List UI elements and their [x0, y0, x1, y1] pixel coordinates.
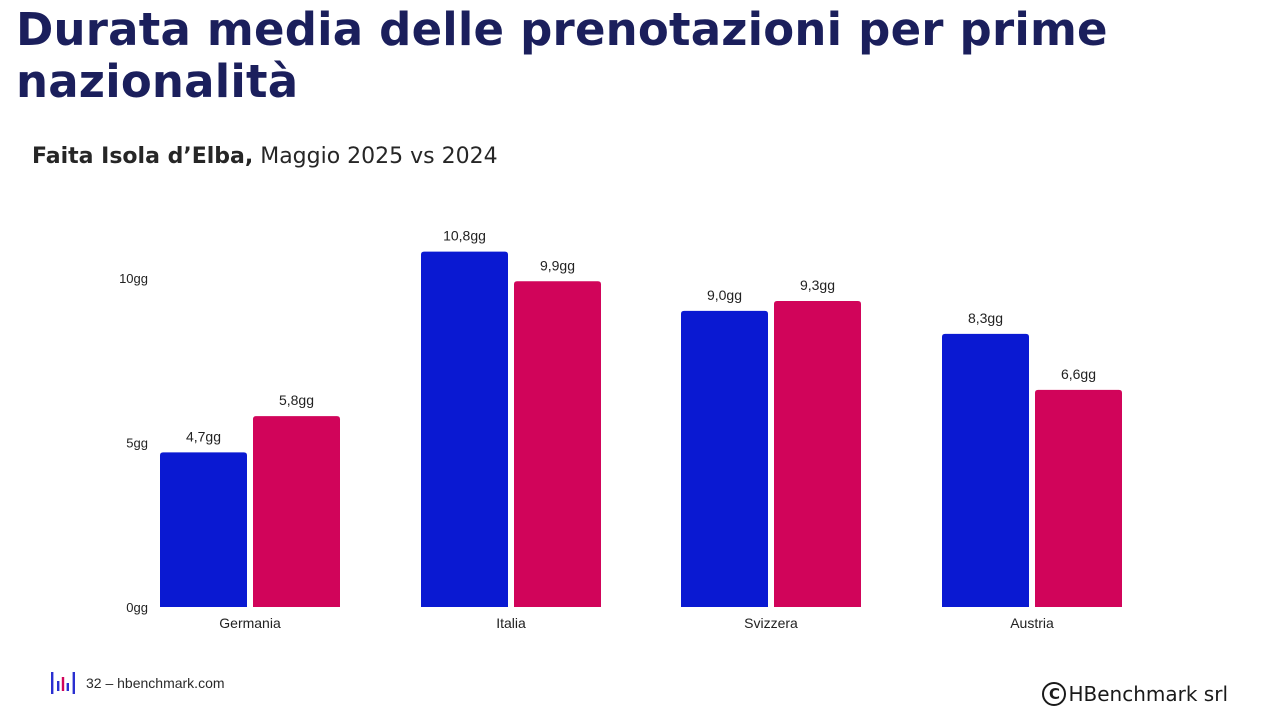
data-label: 9,9gg — [540, 257, 575, 273]
page-title: Durata media delle prenotazioni per prim… — [16, 3, 1108, 108]
company-name: HBenchmark srl — [1068, 682, 1228, 706]
footer-page-link[interactable]: 32 – hbenchmark.com — [86, 675, 225, 691]
data-label: 6,6gg — [1061, 366, 1096, 382]
subtitle-location: Faita Isola d’Elba, — [32, 144, 254, 169]
hbenchmark-logo-icon — [51, 672, 75, 694]
bar-second-series-svizzera — [774, 301, 861, 607]
data-label: 9,0gg — [707, 287, 742, 303]
x-category-label: Austria — [1010, 615, 1054, 631]
subtitle-period: Maggio 2025 vs 2024 — [253, 144, 498, 169]
data-label: 8,3gg — [968, 310, 1003, 326]
y-tick-label: 10gg — [119, 271, 148, 286]
bar-first-series-svizzera — [681, 310, 768, 607]
bar-second-series-italia — [514, 281, 601, 607]
footer-copyright: C HBenchmark srl — [1042, 682, 1228, 706]
bar-first-series-italia — [421, 251, 508, 607]
copyright-icon: C — [1042, 682, 1067, 706]
bar-second-series-germania — [253, 416, 340, 607]
data-label: 10,8gg — [443, 228, 486, 244]
data-label: 4,7gg — [186, 428, 221, 444]
data-label: 5,8gg — [279, 392, 314, 408]
x-category-label: Italia — [496, 615, 526, 631]
y-tick-label: 0gg — [126, 600, 148, 615]
bar-second-series-austria — [1035, 389, 1122, 607]
bar-first-series-austria — [942, 333, 1029, 607]
x-category-label: Germania — [219, 615, 281, 631]
footer-left: 32 – hbenchmark.com — [50, 670, 225, 696]
bar-first-series-germania — [160, 452, 247, 607]
data-label: 9,3gg — [800, 277, 835, 293]
chart-subtitle: Faita Isola d’Elba, Maggio 2025 vs 2024 — [32, 144, 498, 169]
y-tick-label: 5gg — [126, 436, 148, 451]
x-category-label: Svizzera — [744, 615, 798, 631]
